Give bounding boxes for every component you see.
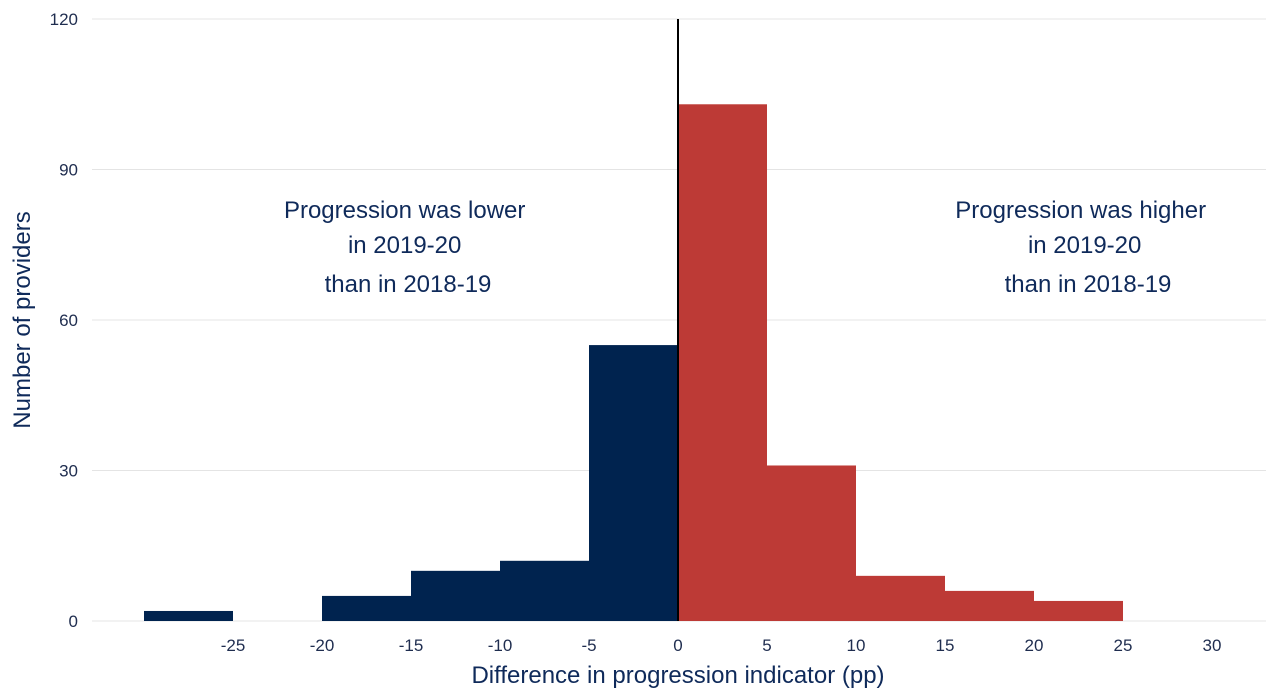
histogram-bar <box>411 570 500 621</box>
x-tick-label: -5 <box>581 636 596 655</box>
histogram-bar <box>500 560 589 621</box>
annotation-lower: Progression was lower in 2019-20 than in… <box>284 197 532 298</box>
y-tick-label: 120 <box>50 10 78 29</box>
histogram-bar <box>678 104 767 622</box>
x-tick-label: 15 <box>936 636 955 655</box>
x-tick-label: -15 <box>399 636 424 655</box>
annotation-higher-line-1: Progression was higher <box>955 197 1206 224</box>
x-tick-label: 5 <box>762 636 771 655</box>
histogram-bar <box>767 465 856 621</box>
y-tick-label: 30 <box>59 462 78 481</box>
y-tick-label: 60 <box>59 311 78 330</box>
annotation-lower-line-2: in 2019-20 <box>348 232 461 259</box>
annotation-higher: Progression was higher in 2019-20 than i… <box>955 197 1212 298</box>
x-tick-label: 25 <box>1114 636 1133 655</box>
histogram-bar <box>589 345 678 621</box>
x-tick-label: 20 <box>1025 636 1044 655</box>
y-axis-title: Number of providers <box>9 211 36 428</box>
x-tick-label: -20 <box>310 636 335 655</box>
annotation-lower-line-1: Progression was lower <box>284 197 525 224</box>
y-tick-label: 90 <box>59 161 78 180</box>
x-tick-label: -25 <box>221 636 246 655</box>
x-tick-label: 0 <box>673 636 682 655</box>
histogram-bar <box>322 595 411 621</box>
histogram-bar <box>144 610 233 621</box>
annotation-higher-line-3: than in 2018-19 <box>1005 271 1172 298</box>
y-tick-labels: 0 30 60 90 120 <box>50 10 78 631</box>
x-tick-label: 30 <box>1203 636 1222 655</box>
x-tick-label: 10 <box>847 636 866 655</box>
histogram-bar <box>945 590 1034 621</box>
annotation-higher-line-2: in 2019-20 <box>1028 232 1141 259</box>
x-tick-labels: -25 -20 -15 -10 -5 0 5 10 15 20 25 30 <box>221 636 1222 655</box>
histogram-bar <box>856 575 945 621</box>
annotation-lower-line-3: than in 2018-19 <box>325 271 492 298</box>
x-tick-label: -10 <box>488 636 513 655</box>
y-tick-label: 0 <box>69 612 78 631</box>
histogram-bar <box>1034 600 1123 621</box>
x-axis-title: Difference in progression indicator (pp) <box>471 662 884 689</box>
bars <box>144 104 1123 622</box>
